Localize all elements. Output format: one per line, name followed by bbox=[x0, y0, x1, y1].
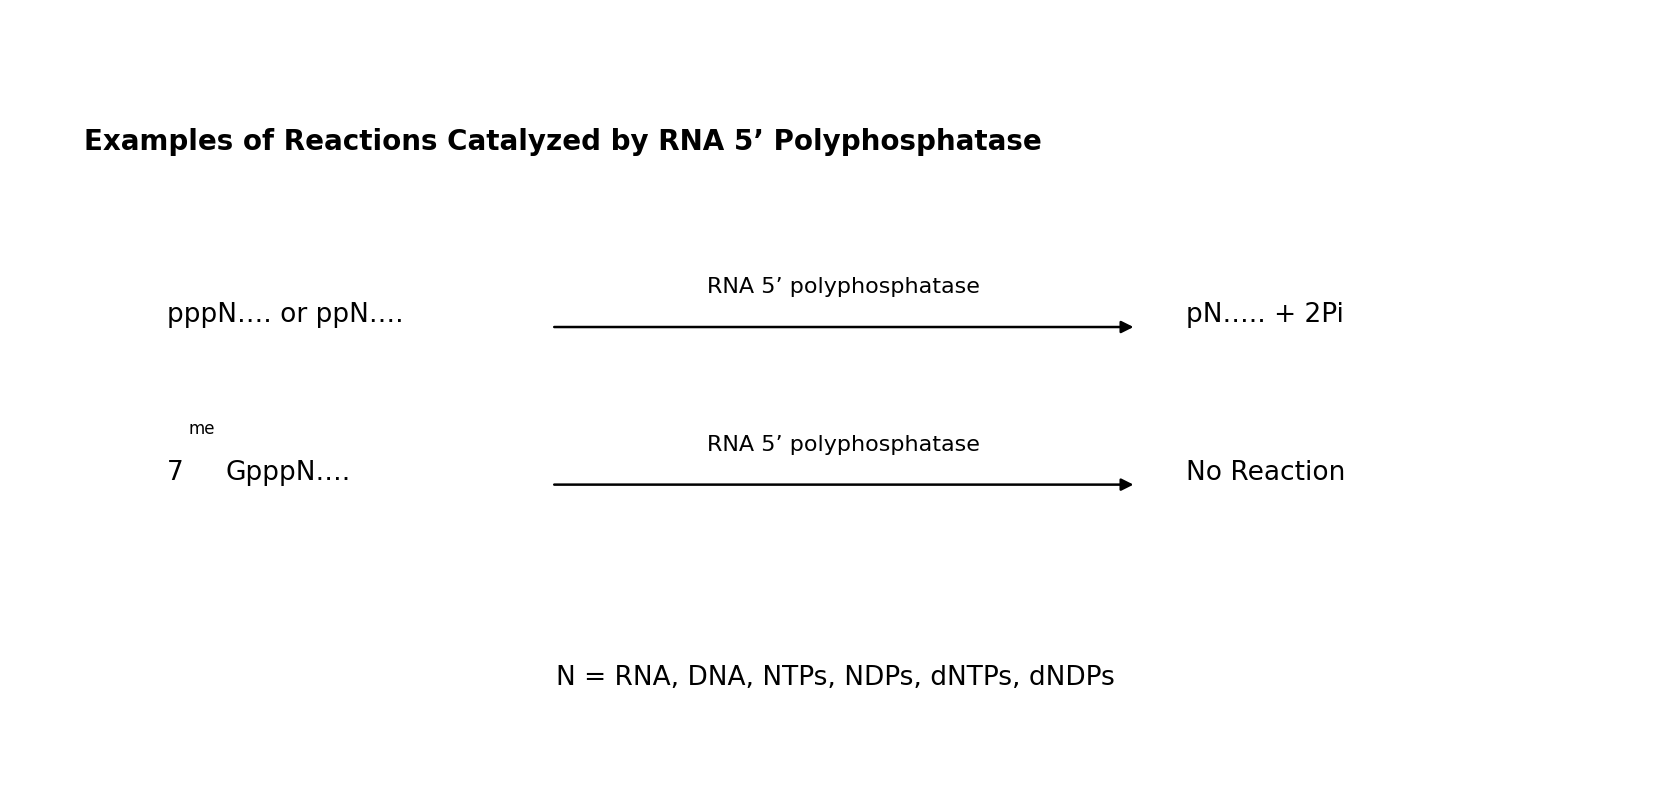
Text: GpppN….: GpppN…. bbox=[226, 460, 351, 485]
Text: N = RNA, DNA, NTPs, NDPs, dNTPs, dNDPs: N = RNA, DNA, NTPs, NDPs, dNTPs, dNDPs bbox=[556, 665, 1115, 690]
Text: RNA 5’ polyphosphatase: RNA 5’ polyphosphatase bbox=[707, 277, 981, 297]
Text: Examples of Reactions Catalyzed by RNA 5’ Polyphosphatase: Examples of Reactions Catalyzed by RNA 5… bbox=[84, 128, 1041, 156]
Text: pN….. + 2Pi: pN….. + 2Pi bbox=[1186, 303, 1343, 328]
Text: me: me bbox=[189, 421, 216, 438]
Text: 7: 7 bbox=[167, 460, 184, 485]
Text: pppN…. or ppN….: pppN…. or ppN…. bbox=[167, 303, 404, 328]
Text: No Reaction: No Reaction bbox=[1186, 460, 1345, 485]
Text: RNA 5’ polyphosphatase: RNA 5’ polyphosphatase bbox=[707, 435, 981, 455]
